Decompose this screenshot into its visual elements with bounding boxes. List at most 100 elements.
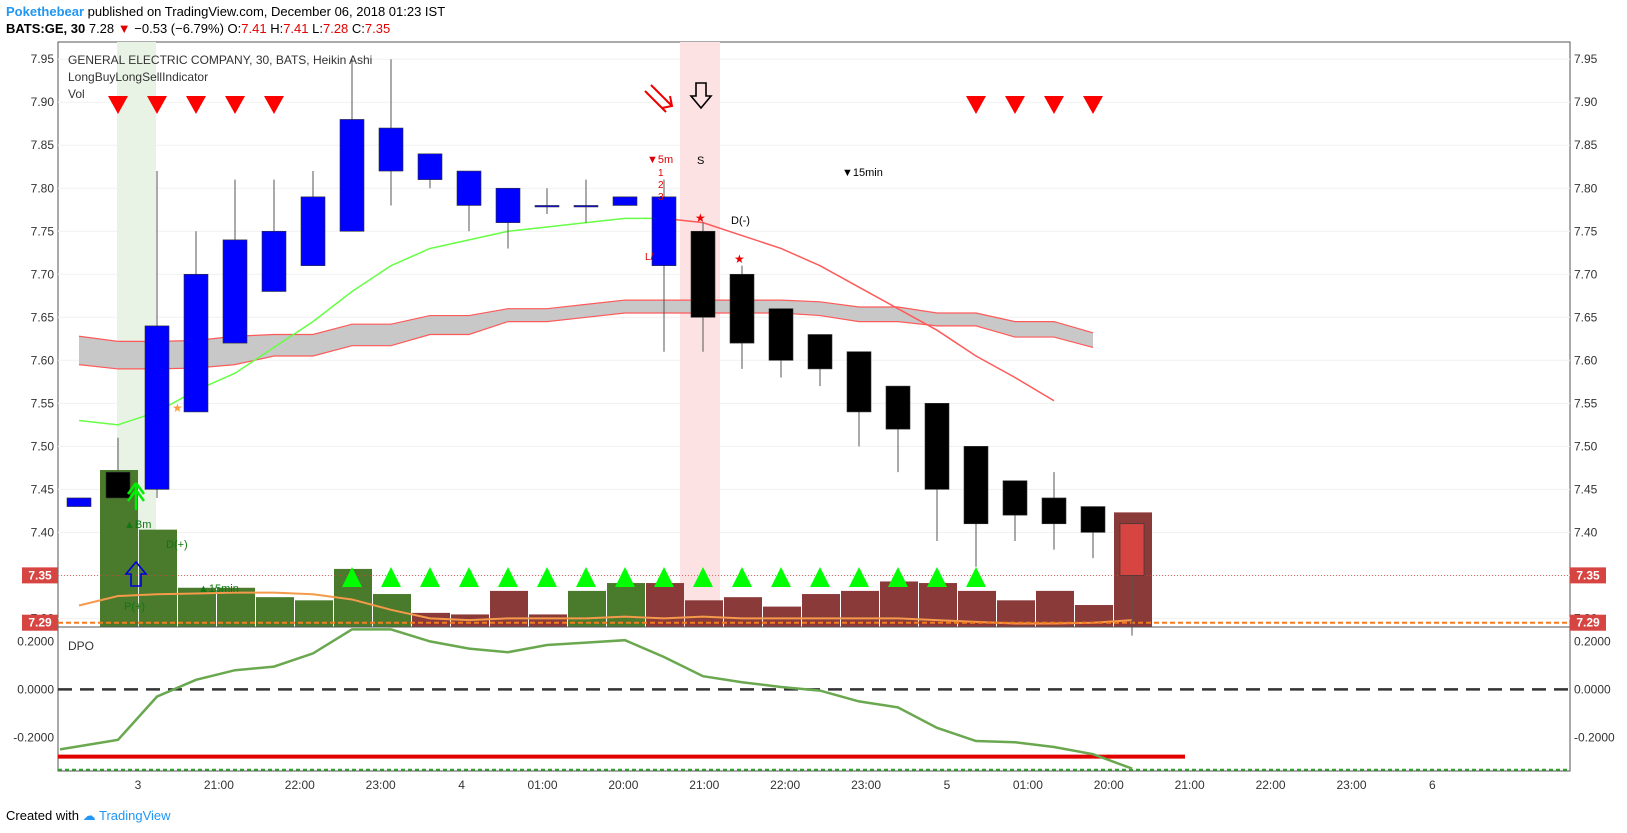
time-tick-label: 21:00 [204,778,234,790]
buy-triangle-icon [420,567,440,587]
buy-triangle-icon [966,567,986,587]
price-tick-label-left: 7.60 [31,353,55,367]
dpo-tick-label-right: 0.0000 [1574,682,1611,696]
candle-body [1002,480,1028,516]
star-markers: ★ ★ ★ [172,211,745,415]
candle-body [1119,523,1145,576]
annotation-d-plus: D(+) [166,539,188,551]
candle-body [885,385,911,430]
candle-body [573,205,599,208]
price-tick-label-right: 7.50 [1574,439,1598,453]
buy-triangle-icon [615,567,635,587]
candle-body [1041,497,1067,525]
price-tag-bg-right [1570,614,1606,631]
open-value: 7.41 [241,21,267,36]
price-tick-label-left: 7.50 [31,439,55,453]
price-tick-label-right: 7.80 [1574,181,1598,195]
change-value: −0.53 (−6.79%) [134,21,224,36]
candle-body [417,153,443,180]
signal-markers [108,96,1103,587]
footer-brand[interactable]: TradingView [99,808,171,823]
price-tick-label-right: 7.65 [1574,310,1598,324]
time-tick-label: 22:00 [285,778,315,790]
dpo-tick-label-right: -0.2000 [1574,730,1615,744]
buy-triangle-icon [810,567,830,587]
chart-title: GENERAL ELECTRIC COMPANY, 30, BATS, Heik… [68,53,372,67]
star-icon: ★ [734,252,745,266]
volume-bar [802,594,840,627]
sell-outline-arrow-icon [689,82,713,110]
buy-triangle-icon [459,567,479,587]
chart-frame [57,41,1571,772]
candles [66,59,1145,636]
price-tick-label-right: 7.40 [1574,525,1598,539]
time-tick-label: 23:00 [851,778,881,790]
volume-bar [217,587,255,627]
annotation-15min-down: ▼15min [842,167,883,179]
price-tag-right: 7.35 [1576,568,1600,582]
price-tick-label-left: 7.45 [31,482,55,496]
high-value: 7.41 [283,21,309,36]
high-label: H: [270,21,284,36]
symbol-label: BATS:GE, 30 [6,21,86,36]
price-tag-left: 7.29 [28,616,52,630]
price-tag-bg-left [22,567,58,584]
low-value: 7.28 [322,21,349,36]
footer: Created with ☁ TradingView [6,808,171,824]
time-tick-label: 20:00 [608,778,638,790]
annotation-d-minus: D(-) [731,215,750,227]
star-icon: ★ [172,401,183,415]
publish-header: Pokethebear published on TradingView.com… [6,4,445,19]
time-tick-label: 22:00 [770,778,800,790]
annotation-s: S [697,155,704,167]
candle-body [105,471,131,499]
price-tick-label-left: 7.75 [31,224,55,238]
time-tick-label: 01:00 [1013,778,1043,790]
volume-bar [529,614,567,627]
buy-triangle-icon [381,567,401,587]
candle-body [729,273,755,344]
ema-band-upper [78,299,1094,342]
change-arrow: ▼ [117,21,131,36]
author-link[interactable]: Pokethebear [6,4,85,19]
annotation-count-1: 1 [658,168,664,179]
ema-fast-line [78,217,664,426]
volume-bars [100,470,1152,627]
price-tick-label-left: 7.90 [31,95,55,109]
price-tick-label-right: 7.95 [1574,52,1598,66]
price-tick-label-left: 7.80 [31,181,55,195]
candle-body [183,273,209,413]
axes: 7.95 7.95 7.90 7.90 7.85 7.85 7.80 7.80 7.75 7.75… [13,52,1615,790]
annotation-15min-up: ▲15min [198,583,239,595]
time-tick-label: 21:00 [1175,778,1205,790]
sell-triangle-icon [264,96,284,114]
candle-body [534,205,560,208]
candle-body [378,127,404,172]
buy-triangle-icon [888,567,908,587]
volume-bar [568,590,606,627]
time-tick-label: 23:00 [366,778,396,790]
price-tick-label-left: 7.70 [31,267,55,281]
close-value: 7.35 [364,21,391,36]
low-label: L: [312,21,323,36]
close-label: C: [351,21,365,36]
dpo-line [59,628,1133,770]
time-tick-label: 21:00 [689,778,719,790]
publish-info: published on TradingView.com, December 0… [87,4,446,19]
time-tick-label: 20:00 [1094,778,1124,790]
buy-triangle-icon [771,567,791,587]
candle-body [963,446,989,525]
annotation-p-plus: P(+) [124,601,145,613]
price-chart[interactable]: 7.95 7.95 7.90 7.90 7.85 7.85 7.80 7.80 7.75 7.75… [0,0,1627,790]
buy-double-arrow-icon [126,482,146,510]
time-tick-label: 23:00 [1336,778,1366,790]
volume-bar [139,529,177,627]
candle-body [768,308,794,361]
buy-triangle-icon [732,567,752,587]
volume-bar [763,606,801,627]
indicator-name: LongBuyLongSellIndicator [68,70,208,84]
sell-triangle-icon [966,96,986,114]
candle-body [456,170,482,206]
time-tick-label: 3 [135,778,142,790]
dpo-tick-label-left: 0.0000 [17,682,54,696]
